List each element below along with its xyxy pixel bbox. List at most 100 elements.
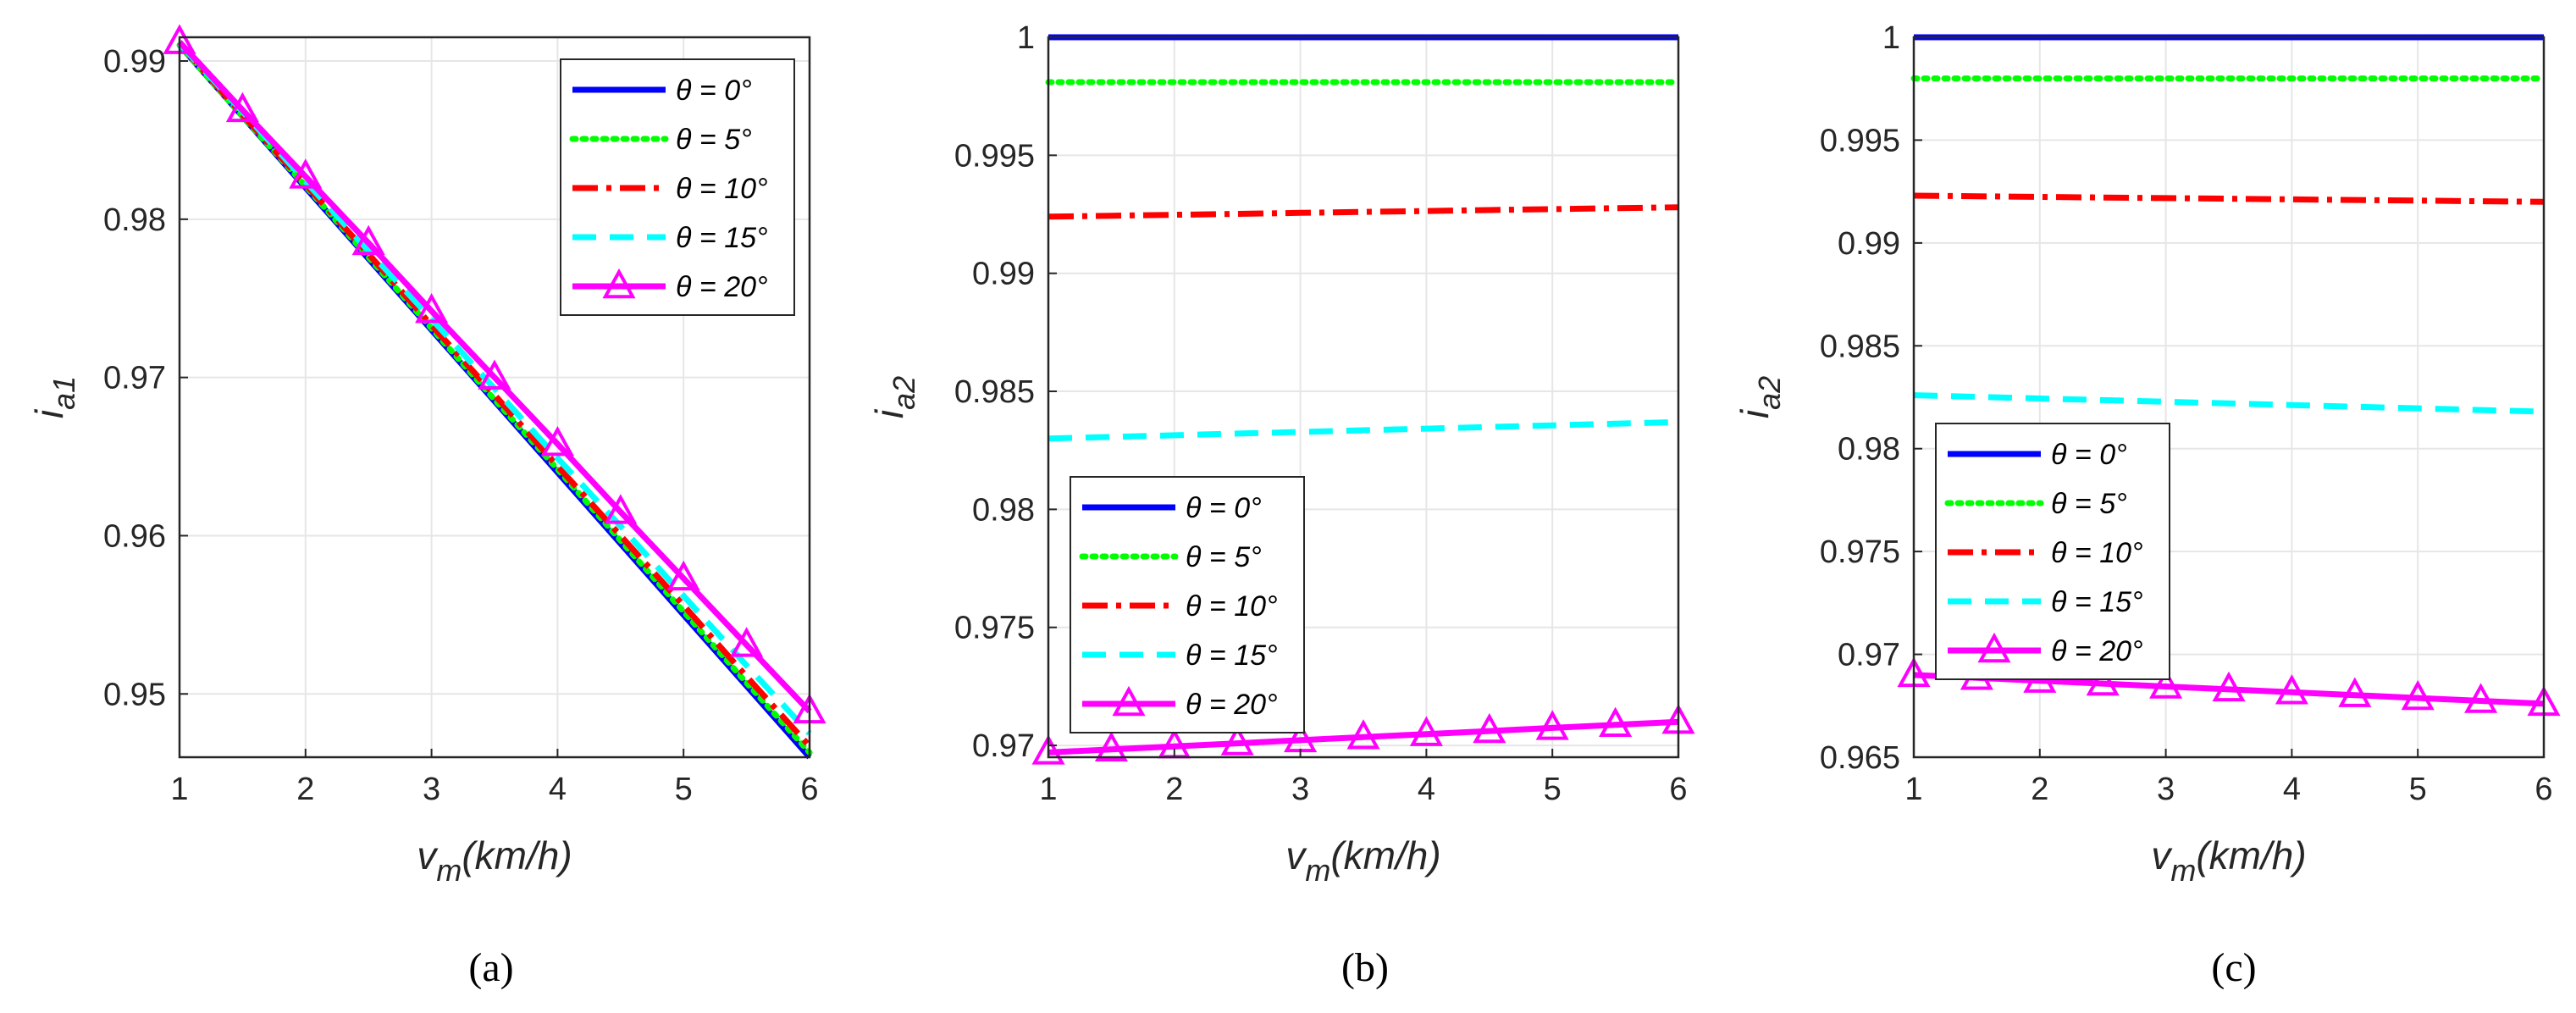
y-tick-label: 0.95 bbox=[103, 677, 166, 712]
x-tick-label: 3 bbox=[423, 772, 440, 807]
x-axis-label: vm(km/h) bbox=[2151, 833, 2306, 888]
series-line-3 bbox=[1913, 392, 2545, 415]
caption-c: (c) bbox=[2211, 945, 2256, 990]
axes-box bbox=[178, 36, 811, 759]
legend-box bbox=[1935, 423, 2170, 680]
y-tick-label: 0.975 bbox=[954, 611, 1035, 646]
x-tick-label: 2 bbox=[1165, 772, 1183, 807]
x-tick-label: 4 bbox=[2283, 772, 2301, 807]
data-point-marker bbox=[730, 627, 764, 657]
y-tick-label: 0.965 bbox=[1820, 740, 1900, 776]
data-point-marker bbox=[1599, 706, 1633, 738]
legend-label-1: θ = 5° bbox=[676, 124, 752, 156]
data-point-marker bbox=[2464, 683, 2498, 713]
x-tick-label: 2 bbox=[296, 772, 314, 807]
caption-b: (b) bbox=[1341, 945, 1389, 990]
legend-marker bbox=[1977, 632, 2011, 663]
x-tick-label: 6 bbox=[2535, 772, 2552, 807]
y-axis-label: ia1 bbox=[27, 376, 81, 418]
x-axis-label: vm(km/h) bbox=[1285, 833, 1440, 888]
x-axis-label: vm(km/h) bbox=[417, 833, 572, 888]
x-tick-label: 5 bbox=[675, 772, 693, 807]
data-point-marker bbox=[1220, 725, 1254, 756]
series-group bbox=[163, 24, 826, 760]
series-line-4 bbox=[177, 40, 812, 714]
data-point-marker bbox=[1031, 734, 1065, 765]
legend-label-3: θ = 15° bbox=[1186, 639, 1278, 672]
data-point-marker bbox=[1346, 719, 1380, 750]
legend: θ = 0° θ = 5° θ = 10° θ = 15° θ = 20° bbox=[560, 58, 795, 316]
data-point-marker bbox=[289, 158, 323, 189]
legend: θ = 0° θ = 5° θ = 10° θ = 15° θ = 20° bbox=[1935, 423, 2170, 680]
x-tick-label: 4 bbox=[549, 772, 567, 807]
axes-box bbox=[1912, 36, 2546, 759]
legend-label-0: θ = 0° bbox=[676, 75, 752, 107]
chart-panel-b: 1 2 3 4 5 6 0.97 0.975 0.98 0.985 0.99 0.995 1 vm(km/… bbox=[867, 20, 1695, 888]
y-axis-label: ia2 bbox=[867, 376, 921, 418]
y-tick-label: 0.97 bbox=[1838, 638, 1900, 673]
x-tick-label: 6 bbox=[1669, 772, 1687, 807]
y-tick-label: 1 bbox=[1882, 20, 1900, 56]
legend-label-2: θ = 10° bbox=[676, 173, 768, 205]
x-tick-label: 4 bbox=[1418, 772, 1435, 807]
x-tick-label: 3 bbox=[1291, 772, 1309, 807]
legend-box bbox=[1070, 476, 1305, 733]
legend-marker bbox=[602, 268, 636, 299]
x-tick-label: 1 bbox=[170, 772, 188, 807]
legend-label-1: θ = 5° bbox=[1186, 541, 1262, 573]
data-point-marker bbox=[2086, 665, 2120, 696]
legend: θ = 0° θ = 5° θ = 10° θ = 15° θ = 20° bbox=[1070, 476, 1305, 733]
legend-label-3: θ = 15° bbox=[676, 222, 768, 254]
y-tick-label: 0.995 bbox=[954, 138, 1035, 174]
y-tick-label: 0.995 bbox=[1820, 123, 1900, 158]
x-tick-label: 3 bbox=[2157, 772, 2175, 807]
data-point-marker bbox=[225, 91, 259, 123]
series-line-2 bbox=[1913, 192, 2545, 205]
y-tick-label: 0.99 bbox=[972, 257, 1035, 292]
y-tick-label: 1 bbox=[1017, 20, 1035, 56]
legend-label-4: θ = 20° bbox=[1186, 689, 1278, 721]
data-point-marker bbox=[478, 359, 511, 390]
data-point-marker bbox=[540, 425, 574, 457]
legend-label-4: θ = 20° bbox=[676, 271, 768, 303]
series-line-4 bbox=[1048, 718, 1679, 756]
y-tick-label: 0.975 bbox=[1820, 534, 1900, 570]
y-axis-label: ia2 bbox=[1733, 376, 1787, 418]
data-point-marker bbox=[2212, 671, 2246, 702]
data-point-marker bbox=[2401, 679, 2435, 711]
legend-label-2: θ = 10° bbox=[1186, 590, 1278, 623]
legend-label-4: θ = 20° bbox=[2051, 635, 2143, 667]
series-line-2 bbox=[1048, 204, 1679, 220]
series-line-3 bbox=[1048, 418, 1679, 442]
x-tick-label: 2 bbox=[2031, 772, 2048, 807]
data-point-marker bbox=[2338, 677, 2372, 707]
x-tick-label: 1 bbox=[1904, 772, 1922, 807]
legend-label-0: θ = 0° bbox=[2051, 439, 2127, 471]
data-point-marker bbox=[666, 560, 700, 591]
legend-box bbox=[560, 58, 795, 316]
x-tick-label: 5 bbox=[1544, 772, 1562, 807]
x-tick-label: 6 bbox=[800, 772, 818, 807]
chart-panel-a: 1 2 3 4 5 6 0.95 0.96 0.97 0.98 0.99 vm(km/h) ia1 θ =… bbox=[27, 24, 826, 888]
y-tick-label: 0.985 bbox=[1820, 329, 1900, 364]
y-tick-label: 0.98 bbox=[1838, 432, 1900, 468]
legend-label-1: θ = 5° bbox=[2051, 488, 2127, 520]
data-point-marker bbox=[351, 224, 385, 256]
y-tick-label: 0.96 bbox=[103, 518, 166, 554]
axes-box bbox=[1047, 36, 1680, 759]
y-tick-label: 0.99 bbox=[103, 44, 166, 80]
x-tick-label: 1 bbox=[1039, 772, 1057, 807]
y-tick-label: 0.99 bbox=[1838, 226, 1900, 262]
y-tick-label: 0.97 bbox=[972, 728, 1035, 764]
data-point-marker bbox=[1535, 710, 1569, 740]
caption-a: (a) bbox=[468, 945, 513, 990]
y-tick-label: 0.98 bbox=[103, 202, 166, 238]
legend-label-2: θ = 10° bbox=[2051, 537, 2143, 569]
data-point-marker bbox=[2275, 674, 2308, 705]
chart-panel-c: 1 2 3 4 5 6 0.965 0.97 0.975 0.98 0.985 0.99 0.995 1 v… bbox=[1733, 20, 2561, 888]
y-tick-label: 0.97 bbox=[103, 361, 166, 396]
data-point-marker bbox=[415, 293, 449, 324]
data-point-marker bbox=[1094, 731, 1128, 762]
data-point-marker bbox=[604, 494, 638, 524]
